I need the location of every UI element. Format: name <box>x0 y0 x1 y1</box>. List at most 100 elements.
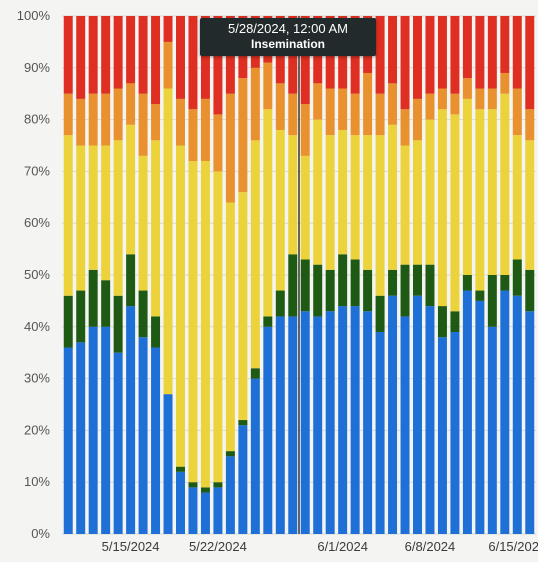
bar-segment <box>413 140 422 265</box>
bar-segment <box>275 129 285 291</box>
y-axis-ticks: 0% 10% 20% 30% 40% 50% 60% 70% 80% 90% 100% <box>17 8 51 541</box>
bar-segment <box>138 16 148 94</box>
bar-segment <box>388 16 398 84</box>
bar-segment <box>213 16 223 115</box>
bar-segment <box>275 316 285 534</box>
bar-segment <box>113 88 123 141</box>
bar-segment <box>462 78 472 99</box>
bar-segment <box>338 88 348 130</box>
bar-segment <box>63 295 73 348</box>
bar-segment <box>450 114 460 312</box>
bar-segment <box>363 135 373 270</box>
bar-segment <box>88 326 98 534</box>
bar-segment <box>238 420 248 426</box>
bar-segment <box>250 378 260 534</box>
bar-segment <box>275 290 285 317</box>
bar-segment <box>113 352 123 534</box>
bar-segment <box>325 135 335 270</box>
bar-segment <box>200 98 210 162</box>
tooltip-event: Insemination <box>250 37 325 51</box>
x-axis-ticks: 5/15/2024 5/22/2024 6/1/2024 6/8/2024 6/15/2… <box>102 539 538 554</box>
bar-segment <box>375 135 385 296</box>
x-tick-label: 6/8/2024 <box>405 539 456 554</box>
bar-segment <box>250 67 260 141</box>
bar-segment <box>450 331 460 534</box>
bar-segment <box>213 482 223 488</box>
bar-segment <box>138 93 148 156</box>
bar-segment <box>413 98 422 141</box>
bar-segment <box>325 88 335 136</box>
bar-segment <box>363 269 373 312</box>
bar-segment <box>288 316 298 534</box>
bar-segment <box>213 487 223 534</box>
bar-segment <box>363 311 373 534</box>
bar-segment <box>213 171 223 483</box>
y-tick-label: 100% <box>17 8 51 23</box>
bar-segment <box>300 16 310 105</box>
bar-segment <box>113 16 123 89</box>
bar-segment <box>238 78 248 193</box>
bar-segment <box>512 16 522 89</box>
bar-segment <box>487 109 497 276</box>
bar-segment <box>500 93 510 275</box>
x-tick-label: 6/15/2024 <box>488 539 538 554</box>
bar-segment <box>200 16 210 99</box>
bar-segment <box>475 290 485 301</box>
bar-segment <box>188 109 198 162</box>
bar-segment <box>151 140 161 317</box>
bar-segment <box>138 290 148 338</box>
bar-segment <box>88 93 98 146</box>
bar-segment <box>63 16 73 94</box>
bar-segment <box>363 72 373 136</box>
bar-segment <box>462 275 472 291</box>
bar-segment <box>338 254 348 307</box>
bar-segment <box>151 104 161 141</box>
y-tick-label: 80% <box>24 112 50 127</box>
bar-segment <box>487 16 497 89</box>
bar-segment <box>188 16 198 110</box>
bar-segment <box>76 145 86 291</box>
bar-segment <box>475 88 485 110</box>
bar-segment <box>462 16 472 79</box>
bar-segment <box>188 482 198 488</box>
bar-segment <box>350 259 360 307</box>
bar-segment <box>101 326 111 534</box>
bar-segment <box>138 337 148 534</box>
bar-segment <box>437 109 447 307</box>
bar-segment <box>450 311 460 332</box>
y-tick-label: 60% <box>24 215 50 230</box>
bar-segment <box>288 135 298 255</box>
bar-segment <box>250 140 260 369</box>
bar-segment <box>263 326 273 534</box>
bar-segment <box>63 93 73 136</box>
bar-segment <box>200 487 210 493</box>
bar-segment <box>288 254 298 317</box>
bar-segment <box>475 16 485 89</box>
bar-segment <box>388 269 398 296</box>
bar-segment <box>512 259 522 296</box>
bar-segment <box>325 269 335 312</box>
bar-segment <box>375 16 385 94</box>
bar-segment <box>350 93 360 136</box>
y-tick-label: 50% <box>24 267 50 282</box>
bar-segment <box>300 104 310 156</box>
bar-segment <box>225 456 235 534</box>
bar-segment <box>375 331 385 534</box>
bar-segment <box>388 124 398 270</box>
bar-segment <box>425 93 435 120</box>
bar-segment <box>275 83 285 130</box>
bar-segment <box>437 337 447 534</box>
bar-segment <box>487 275 497 327</box>
bar-segment <box>138 155 148 291</box>
bar-segment <box>450 16 460 94</box>
bar-segment <box>151 16 161 105</box>
bar-segment <box>525 140 535 270</box>
bar-segment <box>126 306 136 534</box>
bar-segment <box>263 109 273 317</box>
bar-segment <box>313 316 323 534</box>
bar-segment <box>300 311 310 534</box>
bar-segment <box>437 16 447 89</box>
bar-segment <box>450 93 460 115</box>
